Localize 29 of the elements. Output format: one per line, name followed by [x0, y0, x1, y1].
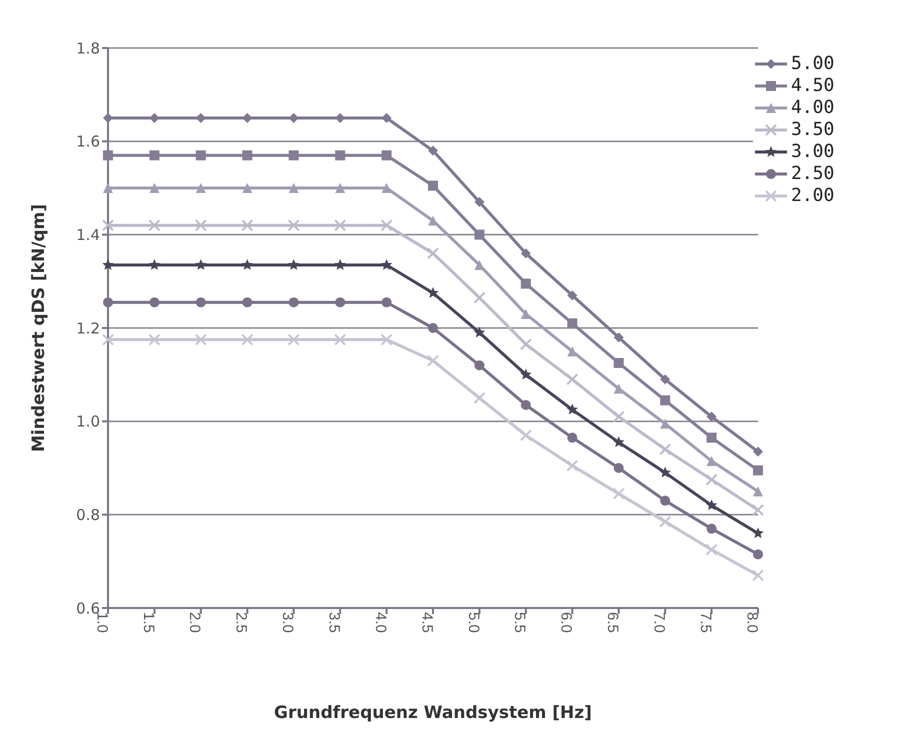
y-tick-label: 1.6	[76, 132, 100, 151]
x-tick-label: 3.5	[325, 612, 342, 633]
legend-label: 3.50	[791, 119, 834, 141]
x-tick-label: 3.0	[279, 612, 296, 633]
x-tick-label: 6.0	[558, 612, 575, 633]
x-tick-label: 7.5	[696, 612, 714, 633]
x-tick-label: 5.5	[511, 612, 528, 633]
y-tick-label: 1.4	[76, 226, 100, 244]
x-tick-label: 2.0	[186, 612, 204, 633]
legend-label: 3.00	[791, 141, 834, 163]
y-tick-label: 1.0	[76, 412, 100, 431]
y-tick-label: 1.8	[76, 39, 100, 58]
x-tick-label: 2.5	[232, 612, 250, 633]
legend-label: 4.00	[791, 97, 834, 119]
x-axis-title: Grundfrequenz Wandsystem [Hz]	[274, 703, 592, 723]
x-tick-label: 7.0	[650, 612, 668, 633]
legend-label: 4.50	[791, 75, 834, 97]
x-tick-label: 1.5	[140, 612, 157, 633]
legend-label: 5.00	[791, 53, 834, 75]
y-axis-title: Mindestwert qDS [kN/qm]	[29, 204, 50, 452]
x-tick-label: 6.5	[604, 612, 622, 633]
x-tick-label: 4.0	[372, 612, 389, 633]
y-tick-label: 0.8	[76, 506, 100, 524]
y-tick-label: 1.2	[76, 319, 100, 338]
x-tick-label: 4.5	[418, 612, 436, 633]
x-tick-label: 8.0	[743, 612, 760, 633]
x-tick-label: 5.0	[464, 612, 482, 633]
legend-label: 2.50	[791, 163, 834, 185]
legend-label: 2.00	[791, 185, 834, 207]
